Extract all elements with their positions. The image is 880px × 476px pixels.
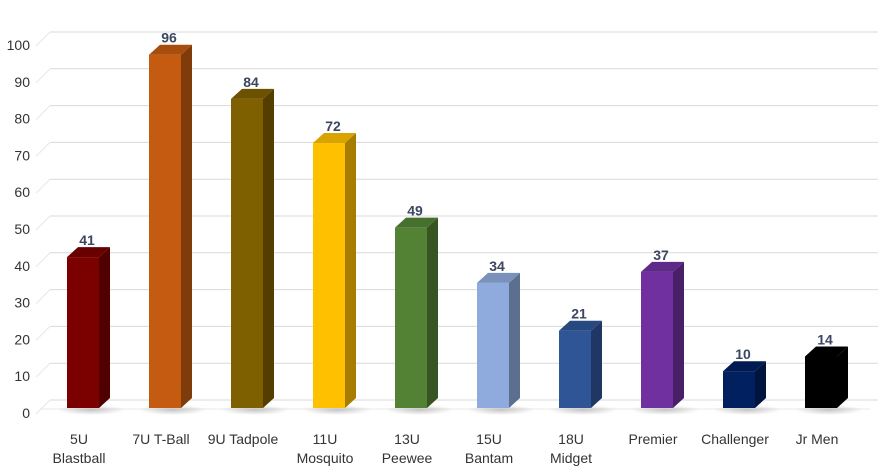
bar-front [395,227,427,408]
x-tick-label: Challenger [701,431,769,447]
gridline-side [35,289,51,304]
data-label: 84 [243,74,259,90]
bar-side [99,247,110,408]
bar-side [345,133,356,409]
x-axis: 5U Blastball 7U T-Ball 9U Tadpole 11U Mosquit… [53,431,839,466]
y-tick-label: 40 [14,258,30,274]
x-tick-label: Jr Men [796,431,839,447]
bar-top [723,361,766,372]
y-tick-label: 20 [14,331,30,347]
bar-top [395,217,438,228]
bar: 21 [549,306,617,415]
data-label: 96 [161,30,177,46]
gridline-side [35,105,51,120]
x-tick-label: 13U Peewee [382,431,433,466]
gridline-side [35,252,51,268]
y-tick-label: 50 [14,221,30,237]
bar-side [673,261,684,408]
bar: 72 [303,118,371,415]
gridline-side [35,68,51,84]
bar-front [231,98,263,408]
bar: 10 [713,346,781,415]
gridline-side [35,178,51,194]
bar: 34 [467,258,535,415]
bar: 96 [139,30,207,415]
gridline-side [35,362,51,378]
data-label: 14 [817,331,833,347]
x-tick-label: 11U Mosquito [297,431,354,466]
bar-top [313,133,356,144]
y-tick-label: 30 [14,295,30,311]
bar-top [67,247,110,258]
bar: 37 [631,247,699,415]
bar-front [641,271,673,408]
y-tick-label: 80 [14,111,30,127]
bar-side [263,88,274,408]
bar-front [805,356,837,408]
x-tick-label: 15U Bantam [465,431,513,466]
bar-top [149,44,192,55]
y-tick-label: 60 [14,184,30,200]
bar-side [181,44,192,408]
bar-side [755,361,766,408]
bar: 49 [385,203,453,415]
gridline-side [35,142,51,157]
y-axis: 0 10 20 30 40 50 60 70 80 90 100 [7,37,31,421]
gridline-side [35,31,51,47]
bar-top [805,346,848,357]
data-label: 72 [325,118,341,134]
data-label: 41 [79,232,95,248]
y-tick-label: 70 [14,147,30,163]
data-label: 49 [407,203,423,219]
bar-front [149,54,181,408]
x-tick-label: Premier [628,431,677,447]
bar-front [67,257,99,408]
data-label: 34 [489,258,505,274]
y-tick-label: 0 [22,405,30,421]
gridline-side [35,399,51,415]
x-tick-label: 9U Tadpole [208,431,279,447]
gridline-side [35,326,51,341]
bar: 41 [57,232,125,415]
bar-front [559,330,591,408]
bar-top [231,88,274,99]
bar: 14 [795,331,863,415]
bar-top [477,272,520,283]
bar-top [641,261,684,272]
gridline-side [35,215,51,231]
bar-front [723,371,755,408]
data-label: 10 [735,346,751,362]
bar-front [313,143,345,409]
y-tick-label: 100 [7,37,31,53]
x-tick-label: 5U Blastball [53,431,106,466]
data-label: 37 [653,247,669,263]
bar-side [427,217,438,408]
bar: 84 [221,74,289,415]
y-tick-label: 90 [14,74,30,90]
bar-top [559,320,602,331]
bar-side [591,320,602,408]
data-label: 21 [571,306,587,322]
chart-bars: 41 96 84 72 49 34 21 37 10 14 [57,30,863,415]
y-tick-label: 10 [14,368,30,384]
x-tick-label: 7U T-Ball [132,431,189,447]
bar-side [837,346,848,408]
x-tick-label: 18U Midget [550,431,592,466]
bar-front [477,282,509,408]
bar-side [509,272,520,408]
